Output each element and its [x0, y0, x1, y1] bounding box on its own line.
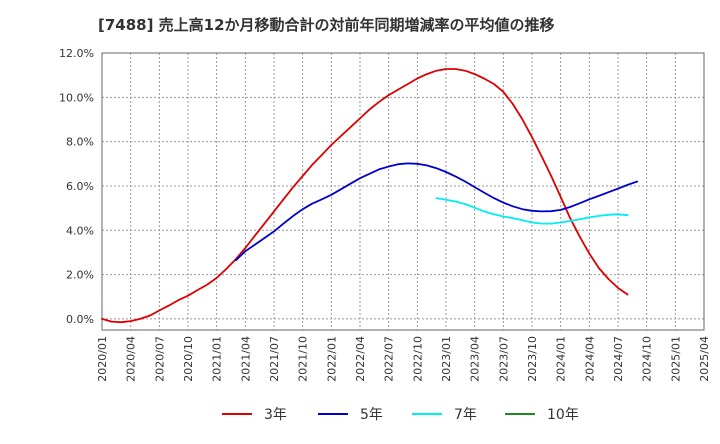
- y-tick-label: 8.0%: [66, 136, 94, 149]
- chart-title: [7488] 売上高12か月移動合計の対前年同期増減率の平均値の推移: [98, 16, 555, 34]
- y-tick-label: 6.0%: [66, 180, 94, 193]
- series-line: [101, 68, 629, 324]
- x-tick-label: 2021/01: [211, 336, 224, 382]
- y-tick-label: 12.0%: [59, 47, 94, 60]
- x-tick-label: 2023/10: [526, 336, 539, 382]
- x-tick-label: 2021/07: [268, 336, 281, 382]
- x-tick-label: 2021/04: [239, 336, 252, 382]
- x-tick-label: 2020/01: [96, 336, 109, 382]
- y-tick-label: 2.0%: [66, 269, 94, 282]
- plot-area: [102, 53, 704, 330]
- x-tick-label: 2022/04: [354, 336, 367, 382]
- x-tick-label: 2024/01: [555, 336, 568, 382]
- x-tick-label: 2022/01: [325, 336, 338, 382]
- x-tick-label: 2020/04: [125, 336, 138, 382]
- series-line: [435, 197, 629, 225]
- x-tick-label: 2025/01: [669, 336, 682, 382]
- plot-frame: [101, 52, 705, 331]
- x-tick-label: 2023/04: [469, 336, 482, 382]
- x-tick-label: 2023/01: [440, 336, 453, 382]
- x-tick-label: 2024/04: [583, 336, 596, 382]
- x-tick-label: 2022/10: [411, 336, 424, 382]
- x-tick-label: 2021/10: [297, 336, 310, 382]
- y-tick-label: 0.0%: [66, 313, 94, 326]
- x-tick-label: 2024/10: [641, 336, 654, 382]
- series-line: [235, 162, 639, 262]
- y-tick-label: 10.0%: [59, 91, 94, 104]
- x-tick-label: 2024/07: [612, 336, 625, 382]
- x-tick-label: 2022/07: [383, 336, 396, 382]
- x-tick-label: 2020/10: [182, 336, 195, 382]
- legend-label: 5年: [360, 407, 383, 423]
- x-tick-label: 2023/07: [497, 336, 510, 382]
- legend-label: 3年: [264, 407, 287, 423]
- legend-label: 10年: [547, 407, 579, 423]
- x-tick-label: 2020/07: [153, 336, 166, 382]
- x-tick-label: 2025/04: [698, 336, 711, 382]
- y-tick-label: 4.0%: [66, 224, 94, 237]
- legend-label: 7年: [454, 407, 477, 423]
